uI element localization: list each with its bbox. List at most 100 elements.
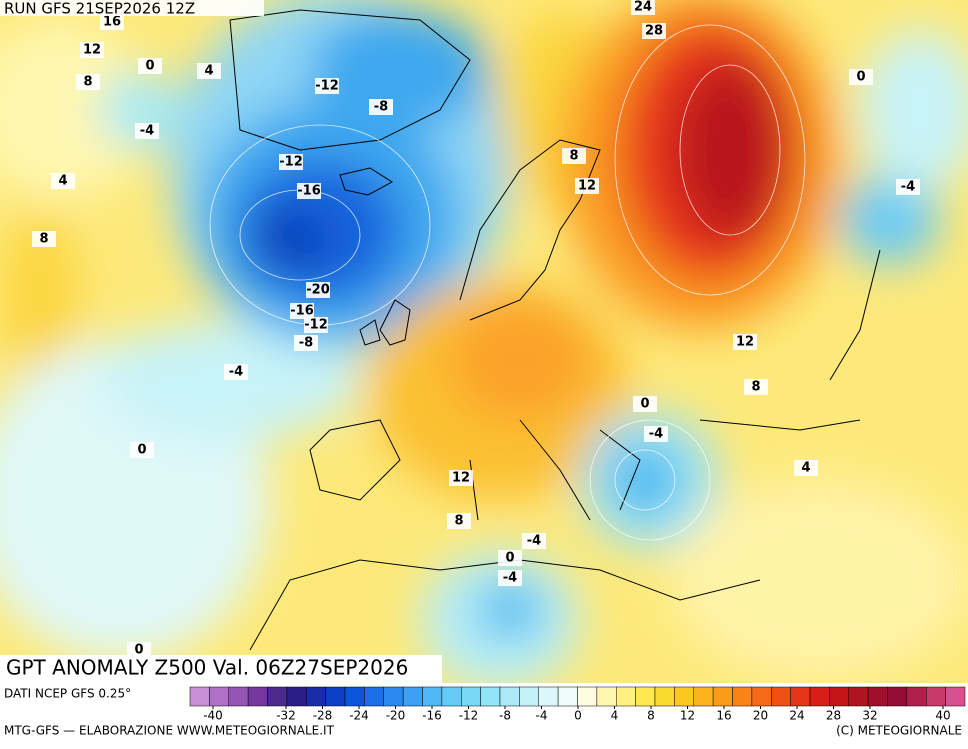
- label-box: [315, 78, 339, 94]
- colorbar-tick-label: -16: [422, 709, 442, 723]
- contour-label: 16: [103, 15, 121, 30]
- label-box: [498, 570, 522, 586]
- label-box: [631, 0, 655, 15]
- contour-label: -8: [374, 100, 388, 115]
- colorbar-box: [887, 686, 908, 707]
- run-header: RUN GFS 21SEP2026 12Z: [4, 0, 195, 18]
- label-box: [633, 396, 657, 412]
- colorbar-tick-label: 0: [574, 709, 582, 723]
- label-box: [304, 317, 328, 333]
- label-box: [498, 550, 522, 566]
- label-box: [369, 99, 393, 115]
- contour-label: 0: [134, 643, 143, 658]
- label-box: [138, 58, 162, 74]
- label-box: [642, 23, 666, 39]
- contour-label: 8: [83, 75, 92, 90]
- colorbar-box: [286, 686, 307, 707]
- colorbar: -40 -32 -28 -24 -20 -16 -12 -8 -4 0 4 8 12 16 20 24 28 32…: [189, 686, 966, 723]
- colorbar-box: [635, 686, 656, 707]
- contour-label: -20: [306, 283, 330, 298]
- colorbar-box: [364, 686, 384, 707]
- label-box: [733, 334, 757, 350]
- label-box: [51, 173, 75, 189]
- label-box: [744, 379, 768, 395]
- label-box: [130, 442, 154, 458]
- contour-label: 0: [856, 70, 865, 85]
- colorbar-box: [480, 686, 501, 707]
- colorbar-box: [247, 686, 268, 707]
- colorbar-tick-label: 4: [611, 709, 619, 723]
- colorbar-tick-label: -20: [386, 709, 406, 723]
- colorbar-box: [829, 686, 849, 707]
- colorbar-tick-label: 24: [789, 709, 804, 723]
- colorbar-box: [906, 686, 927, 707]
- colorbar-box: [867, 686, 888, 707]
- colorbar-box: [189, 686, 210, 707]
- colorbar-tick-label: -24: [349, 709, 369, 723]
- label-box: [297, 183, 321, 199]
- label-box: [197, 63, 221, 79]
- colorbar-box: [228, 686, 249, 707]
- contour-label: -12: [279, 155, 303, 170]
- label-box: [294, 335, 318, 351]
- label-box: [100, 14, 124, 30]
- label-box: [32, 231, 56, 247]
- contour-label: 12: [578, 179, 596, 194]
- contour-label: -4: [527, 534, 541, 549]
- colorbar-box: [790, 686, 811, 707]
- colorbar-tick-label: 8: [647, 709, 655, 723]
- colorbar-box: [344, 686, 365, 707]
- colorbar-box: [267, 686, 288, 707]
- label-box: [447, 513, 471, 529]
- colorbar-box: [538, 686, 559, 707]
- colorbar-box: [402, 686, 423, 707]
- colorbar-box: [577, 686, 598, 707]
- contour-label: -4: [901, 180, 915, 195]
- colorbar-tick-label: -40: [203, 709, 223, 723]
- label-box: [575, 178, 599, 194]
- colorbar-box: [674, 686, 694, 707]
- colorbar-box: [848, 686, 869, 707]
- label-box: [80, 42, 104, 58]
- colorbar-box: [809, 686, 830, 707]
- label-box: [279, 154, 303, 170]
- contour-label: -12: [304, 318, 328, 333]
- label-box: [794, 460, 818, 476]
- label-box: [896, 179, 920, 195]
- contour-label: -4: [503, 571, 517, 586]
- contour-label: -8: [299, 336, 313, 351]
- colorbar-box: [461, 686, 481, 707]
- contour-label: 0: [145, 59, 154, 74]
- contour-label: 8: [39, 232, 48, 247]
- colorbar-box: [325, 686, 346, 707]
- contour-label: 0: [640, 397, 649, 412]
- contour-label: 4: [204, 64, 213, 79]
- contour-label: -12: [315, 79, 339, 94]
- colorbar-tick-label: 16: [716, 709, 731, 723]
- data-source: DATI NCEP GFS 0.25°: [4, 687, 131, 701]
- contour-label: 8: [569, 149, 578, 164]
- colorbar-tick-label: -12: [459, 709, 479, 723]
- label-box: [127, 642, 151, 658]
- label-box: [224, 364, 248, 380]
- contour-label: 8: [454, 514, 463, 529]
- colorbar-tick-label: 12: [680, 709, 695, 723]
- contour-label: 8: [751, 380, 760, 395]
- contour-label: 28: [645, 24, 663, 39]
- colorbar-tick-label: -8: [499, 709, 511, 723]
- contour-label: 4: [801, 461, 810, 476]
- map-title: GPT ANOMALY Z500 Val. 06Z27SEP2026: [6, 656, 408, 680]
- contour-label: -4: [649, 427, 663, 442]
- contour-label: 4: [58, 174, 67, 189]
- colorbar-tick-label: -28: [313, 709, 333, 723]
- colorbar-tick-label: 28: [826, 709, 841, 723]
- contour-label: 12: [736, 335, 754, 350]
- contour-label: 12: [452, 471, 470, 486]
- colorbar-tick-label: 40: [935, 709, 950, 723]
- contour-label: -16: [290, 304, 314, 319]
- colorbar-box: [519, 686, 539, 707]
- contour-label: 24: [634, 0, 652, 15]
- colorbar-box: [751, 686, 772, 707]
